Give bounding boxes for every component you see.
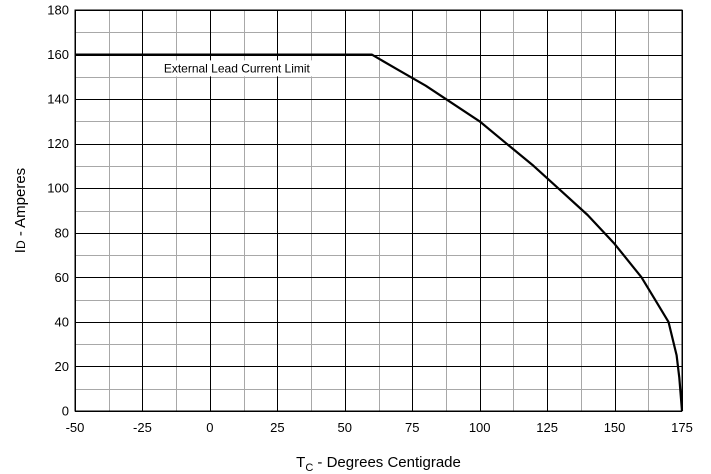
y-axis-label: ID - Amperes: [12, 168, 29, 253]
x-tick-label: 50: [338, 420, 352, 435]
y-axis-label-rest: - Amperes: [12, 168, 29, 241]
y-tick-label: 100: [47, 181, 69, 196]
y-tick-label: 160: [47, 47, 69, 62]
x-tick-label: 125: [536, 420, 558, 435]
annotation-text: External Lead Current Limit: [164, 61, 311, 75]
y-axis-ticks: 0 20 40 60 80 100 120 140 160 180: [47, 3, 69, 419]
y-tick-label: 180: [47, 3, 69, 18]
data-series: [75, 53, 684, 412]
x-tick-label: 175: [671, 420, 693, 435]
x-tick-label: 75: [405, 420, 419, 435]
y-tick-label: 80: [55, 225, 69, 240]
y-tick-label: 20: [55, 359, 69, 374]
annotation-background: [159, 60, 315, 77]
series-line: [75, 53, 684, 412]
y-axis-label-main: I: [12, 249, 29, 253]
x-tick-label: 150: [604, 420, 626, 435]
y-tick-label: 140: [47, 92, 69, 107]
x-tick-label: -25: [133, 420, 152, 435]
x-axis-label-rest: - Degrees Centigrade: [313, 454, 461, 471]
y-axis-label-sub: D: [14, 240, 28, 249]
x-tick-label: 25: [270, 420, 284, 435]
x-axis-label: TC - Degrees Centigrade: [296, 454, 461, 474]
y-tick-label: 120: [47, 136, 69, 151]
x-axis-ticks: -50 -25 0 25 50 75 100 125 150 175: [66, 420, 693, 435]
y-tick-label: 0: [62, 404, 69, 419]
x-tick-label: 100: [469, 420, 491, 435]
x-axis-label-sub: C: [305, 462, 313, 474]
x-tick-label: -50: [66, 420, 85, 435]
y-tick-label: 60: [55, 270, 69, 285]
plot-area-frame: [74, 9, 683, 412]
annotations: External Lead Current Limit: [159, 60, 315, 77]
x-tick-label: 0: [206, 420, 213, 435]
y-tick-label: 40: [55, 314, 69, 329]
x-axis-label-main: T: [296, 454, 305, 471]
